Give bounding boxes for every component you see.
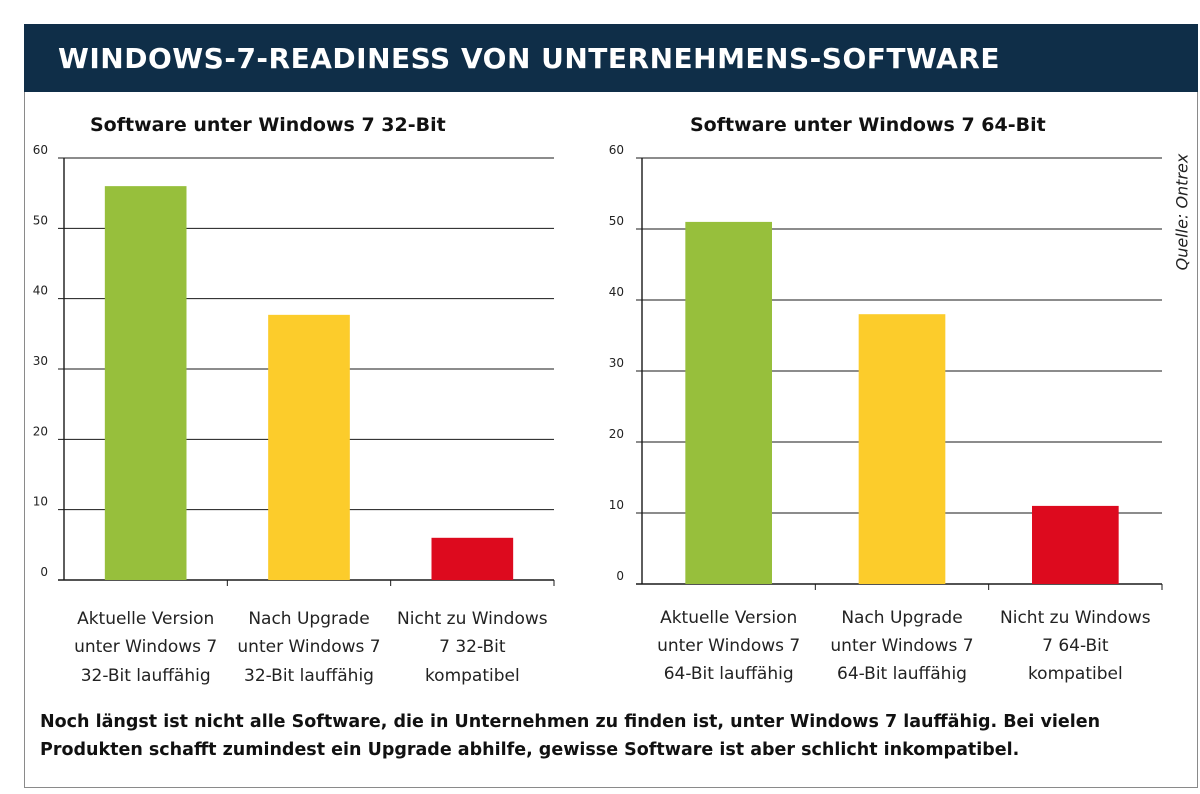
- y-tick-label-32bit-0: 0: [40, 565, 48, 579]
- y-tick-label-32bit-40: 40: [33, 284, 48, 298]
- figure-caption: Noch längst ist nicht alle Software, die…: [40, 712, 1101, 760]
- category-label-64bit-1-line-2: unter Windows 7: [657, 636, 800, 656]
- y-tick-label-32bit-50: 50: [33, 213, 48, 227]
- category-label-64bit-2-line-3: 64-Bit lauffähig: [837, 664, 967, 684]
- y-tick-label-64bit-30: 30: [609, 356, 624, 370]
- y-tick-label-32bit-20: 20: [33, 424, 48, 438]
- source-note: Quelle: Ontrex: [1162, 150, 1200, 275]
- category-label-32bit-1-line-2: unter Windows 7: [74, 637, 217, 657]
- category-label-64bit-2-line-2: unter Windows 7: [830, 636, 973, 656]
- figure-frame: [24, 24, 1198, 788]
- y-tick-label-32bit-60: 60: [33, 143, 48, 157]
- y-tick-label-64bit-40: 40: [609, 285, 624, 299]
- category-label-64bit-3-line-1: Nicht zu Windows: [1000, 608, 1151, 628]
- chart-title-32bit: Software unter Windows 7 32-Bit: [90, 114, 446, 136]
- bar-32bit-2: [268, 314, 350, 580]
- page-title: WINDOWS-7-READINESS VON UNTERNEHMENS-SOF…: [58, 42, 1000, 75]
- bar-64bit-2: [858, 314, 946, 584]
- chart-title-64bit: Software unter Windows 7 64-Bit: [690, 114, 1046, 136]
- category-label-32bit-3-line-1: Nicht zu Windows: [397, 609, 548, 629]
- category-label-32bit-2-line-3: 32-Bit lauffähig: [244, 666, 374, 686]
- bar-chart-64bit: 0 10 20 30 40 50 60 Aktuelle Version unter Windo…: [609, 143, 1163, 684]
- y-tick-label-64bit-50: 50: [609, 214, 624, 228]
- category-label-32bit-3-line-2: 7 32-Bit: [439, 637, 506, 657]
- category-label-32bit-1-line-3: 32-Bit lauffähig: [81, 666, 211, 686]
- bar-64bit-1: [685, 221, 772, 584]
- y-tick-label-32bit-10: 10: [33, 495, 48, 509]
- y-tick-label-64bit-60: 60: [609, 143, 624, 157]
- category-label-64bit-3-line-2: 7 64-Bit: [1042, 636, 1109, 656]
- category-label-64bit-3-line-3: kompatibel: [1028, 664, 1123, 684]
- category-label-32bit-2-line-1: Nach Upgrade: [248, 609, 369, 629]
- y-tick-label-64bit-10: 10: [609, 498, 624, 512]
- bar-32bit-3: [431, 537, 514, 580]
- category-label-32bit-1-line-1: Aktuelle Version: [77, 609, 214, 629]
- bar-chart-32bit: 0 10 20 30 40 50 60 Aktuelle Version unter Windo…: [33, 143, 555, 686]
- header-bar: WINDOWS-7-READINESS VON UNTERNEHMENS-SOF…: [24, 24, 1198, 92]
- category-label-32bit-3-line-3: kompatibel: [425, 666, 520, 686]
- source-label: Quelle: Ontrex: [1172, 153, 1192, 271]
- y-tick-label-32bit-30: 30: [33, 354, 48, 368]
- y-tick-label-64bit-20: 20: [609, 427, 624, 441]
- y-tick-label-64bit-0: 0: [616, 569, 624, 583]
- bar-32bit-1: [104, 186, 187, 580]
- category-label-64bit-2-line-1: Nach Upgrade: [841, 608, 962, 628]
- category-label-64bit-1-line-3: 64-Bit lauffähig: [664, 664, 794, 684]
- category-label-64bit-1-line-1: Aktuelle Version: [660, 608, 797, 628]
- bar-64bit-3: [1032, 505, 1119, 584]
- category-label-32bit-2-line-2: unter Windows 7: [237, 637, 380, 657]
